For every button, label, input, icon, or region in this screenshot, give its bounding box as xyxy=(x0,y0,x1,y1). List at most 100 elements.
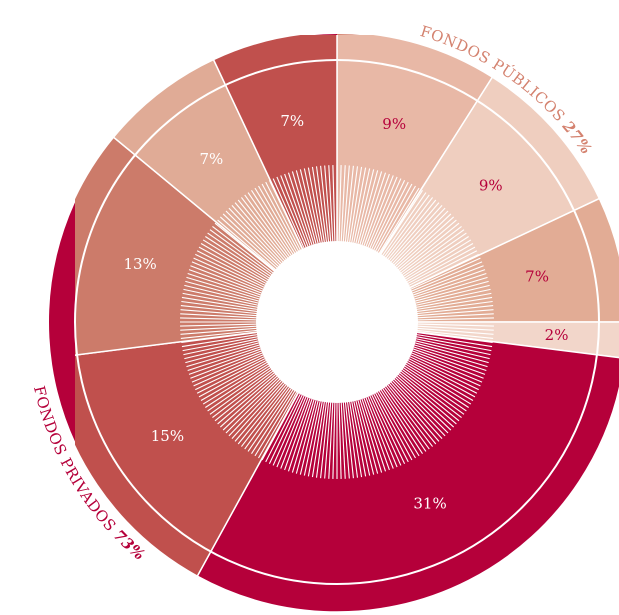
hatch-line xyxy=(407,246,476,285)
hatch-line xyxy=(287,172,313,247)
hatch-line xyxy=(200,361,268,401)
hatch-line xyxy=(348,400,363,478)
hatch-line xyxy=(385,385,434,447)
hatch-line xyxy=(205,365,271,408)
value-label: 7% xyxy=(199,150,223,168)
hatch-line xyxy=(346,166,359,243)
hatch-line xyxy=(388,382,440,442)
hatch-line xyxy=(237,199,288,261)
hatch-line xyxy=(416,313,494,319)
inner-segment xyxy=(334,76,601,324)
hatch-line xyxy=(219,216,278,269)
hatch-line xyxy=(344,165,354,243)
hatch-line xyxy=(376,185,416,253)
hatch-line xyxy=(182,336,259,352)
hatch-line xyxy=(332,165,336,243)
hatch-line xyxy=(416,305,494,315)
hatch-line xyxy=(361,172,387,247)
hatch-line xyxy=(416,325,494,331)
hatch-line xyxy=(380,388,423,454)
hatch-line xyxy=(370,180,406,251)
hatch-line xyxy=(180,325,258,331)
hatch-line xyxy=(195,355,266,391)
hatch-line xyxy=(183,338,259,356)
hatch-line xyxy=(219,375,278,428)
hatch-line xyxy=(258,185,298,253)
hatch-line xyxy=(284,397,311,471)
hatch-line xyxy=(265,181,302,251)
hatch-line xyxy=(214,222,276,273)
hatch-line xyxy=(251,190,294,256)
hatch-line xyxy=(372,393,409,463)
hatch-line xyxy=(370,393,406,464)
value-label: 7% xyxy=(525,267,549,285)
hatch-line xyxy=(383,194,430,258)
hatch-line xyxy=(193,354,265,387)
hatch-line xyxy=(342,401,350,479)
hatch-line xyxy=(222,213,280,268)
hatch-line xyxy=(359,398,383,473)
hatch-line xyxy=(391,207,446,265)
hatch-line xyxy=(393,210,449,266)
hatch-line xyxy=(209,229,273,276)
hatch-line xyxy=(247,387,293,452)
hatch-line xyxy=(185,280,260,302)
hatch-line xyxy=(397,373,457,425)
hatch-line xyxy=(187,346,262,372)
hatch-line xyxy=(412,346,487,372)
hatch-line xyxy=(357,399,379,474)
hatch-line xyxy=(408,253,479,289)
hatch-line xyxy=(401,368,465,415)
hatch-line xyxy=(409,354,481,387)
hatch-line xyxy=(295,170,317,245)
hatch-line xyxy=(307,400,323,477)
hatch-line xyxy=(332,401,336,479)
hatch-line xyxy=(388,202,440,262)
hatch-line xyxy=(299,399,319,475)
hatch-line xyxy=(284,173,311,247)
hatch-line xyxy=(217,373,277,425)
hatch-line xyxy=(212,370,274,419)
hatch-lines xyxy=(180,165,494,479)
hatch-line xyxy=(180,327,258,335)
hatch-line xyxy=(413,276,488,300)
hatch-line xyxy=(328,165,334,243)
hatch-line xyxy=(367,395,398,468)
hatch-line xyxy=(412,272,487,298)
hatch-line xyxy=(311,166,326,244)
hatch-line xyxy=(342,165,350,243)
hatch-line xyxy=(338,165,342,243)
hatch-line xyxy=(400,225,462,274)
hatch-line xyxy=(380,190,423,256)
hatch-line xyxy=(410,261,483,292)
hatch-line xyxy=(225,210,281,266)
hatch-line xyxy=(180,313,258,319)
hatch-line xyxy=(184,284,260,304)
hatch-line xyxy=(180,323,258,327)
hatch-line xyxy=(401,229,465,276)
hatch-line xyxy=(414,280,489,302)
hatch-line xyxy=(400,370,462,419)
hatch-line xyxy=(397,219,457,271)
hatch-line xyxy=(385,197,434,259)
hatch-line xyxy=(374,392,413,461)
hatch-line xyxy=(411,350,484,379)
value-label: 15% xyxy=(151,427,184,445)
hatch-line xyxy=(272,178,305,250)
hatch-line xyxy=(280,175,309,248)
hatch-line xyxy=(183,288,259,306)
hatch-line xyxy=(181,331,258,344)
hatch-line xyxy=(191,352,264,383)
hatching xyxy=(74,59,600,585)
hatch-line xyxy=(351,167,367,244)
hatch-line xyxy=(225,378,281,434)
hatch-line xyxy=(182,292,259,308)
hatch-line xyxy=(202,363,270,405)
hatch-line xyxy=(415,336,492,352)
hatch-line xyxy=(180,309,258,317)
hatch-line xyxy=(276,395,307,468)
hatch-line xyxy=(180,317,258,321)
hatch-line xyxy=(231,204,284,263)
